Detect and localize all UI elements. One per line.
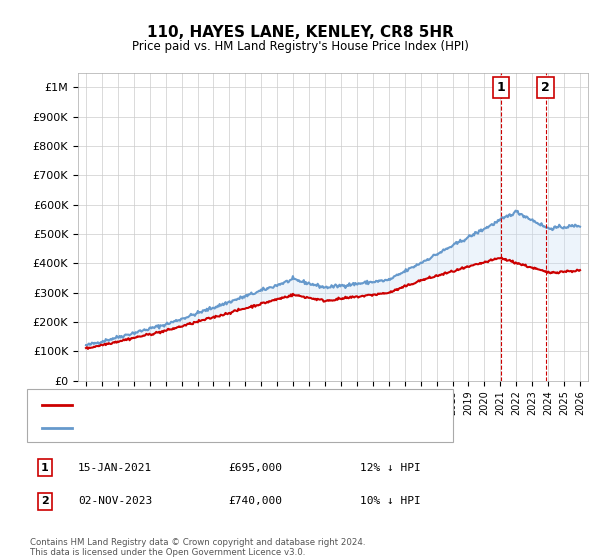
Text: 110, HAYES LANE, KENLEY, CR8 5HR (detached house): 110, HAYES LANE, KENLEY, CR8 5HR (detach… [78,400,362,410]
Text: £695,000: £695,000 [228,463,282,473]
Text: 2: 2 [541,81,550,94]
Text: 02-NOV-2023: 02-NOV-2023 [78,496,152,506]
Text: 15-JAN-2021: 15-JAN-2021 [78,463,152,473]
Text: 10% ↓ HPI: 10% ↓ HPI [360,496,421,506]
Text: £740,000: £740,000 [228,496,282,506]
Text: 1: 1 [497,81,505,94]
Text: Price paid vs. HM Land Registry's House Price Index (HPI): Price paid vs. HM Land Registry's House … [131,40,469,53]
Text: 2: 2 [41,496,49,506]
Text: HPI: Average price, detached house, Croydon: HPI: Average price, detached house, Croy… [78,423,314,433]
Text: 110, HAYES LANE, KENLEY, CR8 5HR: 110, HAYES LANE, KENLEY, CR8 5HR [146,25,454,40]
Text: Contains HM Land Registry data © Crown copyright and database right 2024.
This d: Contains HM Land Registry data © Crown c… [30,538,365,557]
Text: 1: 1 [41,463,49,473]
Text: 12% ↓ HPI: 12% ↓ HPI [360,463,421,473]
